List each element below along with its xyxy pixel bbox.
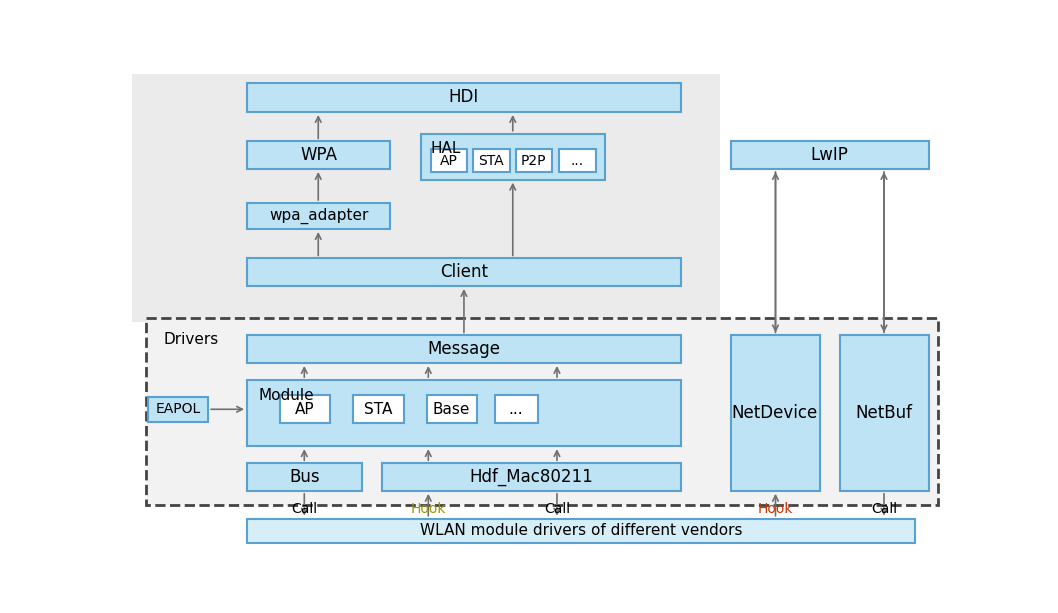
Bar: [146, 318, 938, 504]
Text: Call: Call: [544, 501, 570, 516]
Text: NetDevice: NetDevice: [731, 404, 818, 422]
Bar: [516, 149, 552, 172]
Text: Drivers: Drivers: [163, 332, 219, 348]
Bar: [840, 335, 929, 491]
Bar: [132, 74, 719, 321]
Text: Hook: Hook: [758, 501, 794, 516]
Bar: [247, 142, 390, 169]
Bar: [731, 335, 820, 491]
Text: STA: STA: [364, 402, 393, 417]
Text: Hdf_Mac80211: Hdf_Mac80211: [470, 468, 594, 486]
Text: P2P: P2P: [521, 154, 546, 167]
Bar: [148, 397, 208, 422]
Text: HAL: HAL: [431, 142, 461, 156]
Text: EAPOL: EAPOL: [156, 402, 201, 416]
Text: STA: STA: [478, 154, 504, 167]
Text: WPA: WPA: [300, 146, 338, 164]
Bar: [247, 335, 681, 363]
Text: Message: Message: [427, 340, 500, 358]
Bar: [559, 149, 596, 172]
Bar: [382, 463, 681, 491]
Text: Hook: Hook: [411, 501, 446, 516]
Text: Call: Call: [291, 501, 317, 516]
Bar: [420, 134, 605, 180]
Text: NetBuf: NetBuf: [856, 404, 912, 422]
Text: AP: AP: [294, 402, 314, 417]
Text: Bus: Bus: [289, 468, 320, 486]
Text: wpa_adapter: wpa_adapter: [269, 208, 368, 224]
Text: WLAN module drivers of different vendors: WLAN module drivers of different vendors: [420, 524, 743, 538]
Bar: [353, 395, 403, 423]
Bar: [731, 142, 929, 169]
Text: Module: Module: [258, 387, 314, 403]
Bar: [132, 74, 952, 320]
Text: Client: Client: [440, 263, 488, 281]
Text: LwIP: LwIP: [810, 146, 849, 164]
Text: ...: ...: [509, 402, 524, 417]
Text: AP: AP: [439, 154, 457, 167]
Text: Call: Call: [871, 501, 897, 516]
Bar: [247, 83, 681, 112]
Bar: [247, 380, 681, 446]
Bar: [247, 519, 915, 543]
Bar: [495, 395, 537, 423]
Bar: [247, 463, 362, 491]
Bar: [473, 149, 510, 172]
Bar: [247, 258, 681, 286]
Bar: [431, 149, 467, 172]
Text: HDI: HDI: [449, 88, 479, 107]
Text: ...: ...: [570, 154, 584, 167]
Bar: [426, 395, 477, 423]
Bar: [279, 395, 330, 423]
Text: Base: Base: [433, 402, 470, 417]
Bar: [247, 203, 390, 229]
